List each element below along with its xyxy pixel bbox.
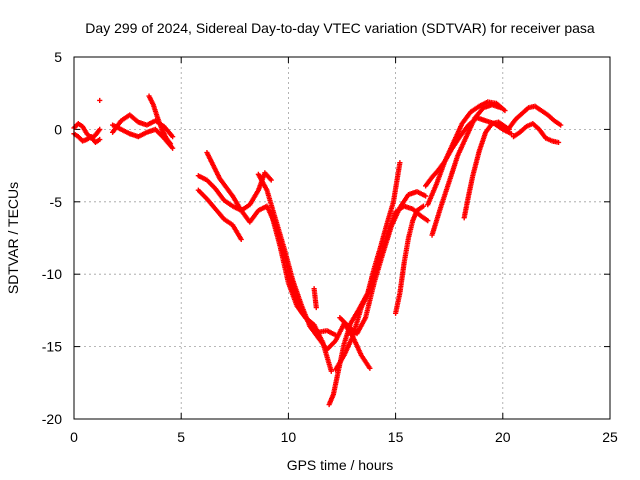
x-tick-label: 15: [388, 429, 404, 445]
y-tick-label: 5: [54, 49, 62, 65]
data-point: [97, 97, 103, 104]
x-tick-label: 5: [177, 429, 185, 445]
x-tick-label: 0: [70, 429, 78, 445]
y-tick-label: -5: [50, 194, 63, 210]
data-point: [97, 136, 103, 143]
data-point: [502, 107, 508, 114]
data-point: [498, 105, 504, 111]
data-point: [97, 126, 103, 132]
data-point: [425, 218, 431, 224]
y-axis-label: SDTVAR / TECUs: [5, 182, 21, 294]
data-point: [367, 365, 373, 371]
chart-title: Day 299 of 2024, Sidereal Day-to-day VTE…: [85, 20, 595, 36]
data-point: [558, 122, 564, 128]
x-tick-labels: 0 5 10 15 20 25: [70, 429, 618, 445]
data-point: [555, 139, 562, 146]
data-point: [423, 193, 429, 199]
data-point: [508, 131, 514, 137]
y-tick-label: -10: [42, 266, 62, 282]
data-point: [170, 145, 176, 151]
y-tick-label: -20: [42, 411, 62, 427]
data-point: [420, 203, 427, 209]
y-tick-label: -15: [42, 339, 62, 355]
plot-frame: [73, 56, 611, 420]
data-points: [71, 93, 564, 408]
data-point: [268, 177, 274, 183]
x-axis-label: GPS time / hours: [287, 457, 394, 473]
data-point: [167, 141, 174, 147]
data-point: [328, 368, 334, 374]
x-tick-label: 25: [602, 429, 618, 445]
x-tick-label: 10: [281, 429, 297, 445]
data-point: [397, 160, 403, 166]
data-point: [238, 236, 244, 243]
y-tick-labels: 5 0 -5 -10 -15 -20: [42, 49, 62, 427]
data-point: [313, 304, 319, 311]
x-tick-label: 20: [495, 429, 511, 445]
y-tick-label: 0: [54, 121, 62, 137]
data-point: [170, 134, 176, 140]
